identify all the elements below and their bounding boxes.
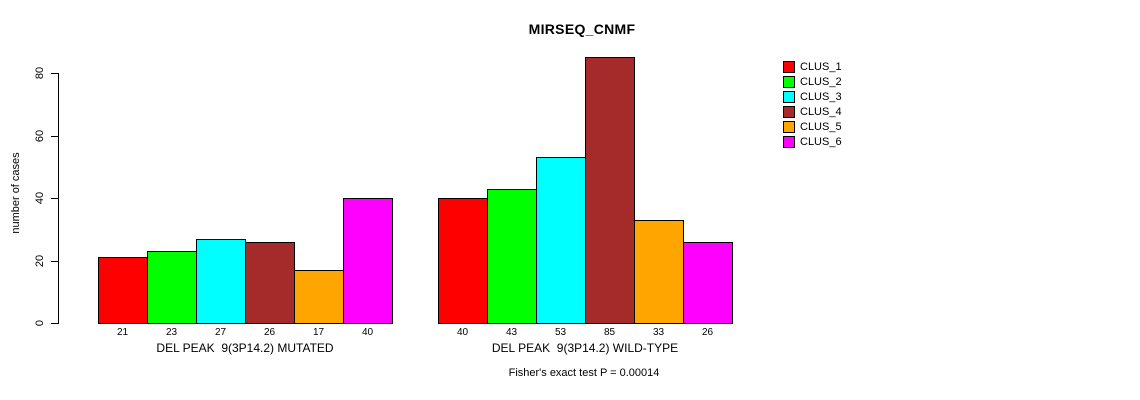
y-axis-tick xyxy=(51,323,58,324)
legend-item-clus_2: CLUS_2 xyxy=(783,75,842,89)
legend-swatch-icon xyxy=(783,121,795,133)
legend-item-clus_6: CLUS_6 xyxy=(783,135,842,149)
legend-label: CLUS_1 xyxy=(800,61,842,73)
legend-item-clus_1: CLUS_1 xyxy=(783,60,842,74)
bar-value-label: 43 xyxy=(505,327,518,338)
legend-label: CLUS_6 xyxy=(800,136,842,148)
bar-clus_1-mutated xyxy=(98,257,148,324)
legend-swatch-icon xyxy=(783,91,795,103)
y-axis-tick xyxy=(51,198,58,199)
bar-value-label: 26 xyxy=(701,327,714,338)
legend-swatch-icon xyxy=(783,61,795,73)
bar-clus_5-mutated xyxy=(294,270,344,324)
legend-swatch-icon xyxy=(783,106,795,118)
legend-item-clus_4: CLUS_4 xyxy=(783,105,842,119)
bar-value-label: 21 xyxy=(116,327,129,338)
bar-value-label: 40 xyxy=(456,327,469,338)
fisher-test-annotation: Fisher's exact test P = 0.00014 xyxy=(508,367,660,379)
bar-clus_3-wild-type xyxy=(536,157,586,324)
bar-clus_2-wild-type xyxy=(487,189,537,324)
y-axis-tick-label: 20 xyxy=(34,254,46,268)
bar-clus_4-wild-type xyxy=(585,57,635,324)
bar-value-label: 33 xyxy=(652,327,665,338)
bar-value-label: 27 xyxy=(214,327,227,338)
y-axis-tick xyxy=(51,136,58,137)
bar-clus_2-mutated xyxy=(147,251,197,324)
bar-clus_1-wild-type xyxy=(438,198,488,324)
y-axis-tick-label: 40 xyxy=(34,191,46,205)
y-axis-tick-label: 80 xyxy=(34,66,46,80)
y-axis-line xyxy=(58,73,59,324)
y-axis-label: number of cases xyxy=(10,152,22,234)
bar-value-label: 85 xyxy=(603,327,616,338)
bar-value-label: 40 xyxy=(361,327,374,338)
legend-label: CLUS_5 xyxy=(800,121,842,133)
legend-swatch-icon xyxy=(783,76,795,88)
bar-clus_5-wild-type xyxy=(634,220,684,324)
legend-label: CLUS_2 xyxy=(800,76,842,88)
y-axis-tick xyxy=(51,261,58,262)
y-axis-tick xyxy=(51,73,58,74)
legend-item-clus_3: CLUS_3 xyxy=(783,90,842,104)
bar-clus_6-mutated xyxy=(343,198,393,324)
bar-clus_6-wild-type xyxy=(683,242,733,324)
bar-clus_4-mutated xyxy=(245,242,295,324)
legend: CLUS_1 CLUS_2 CLUS_3 CLUS_4 CLUS_5 CLUS_6 xyxy=(783,60,842,150)
bar-value-label: 53 xyxy=(554,327,567,338)
legend-label: CLUS_4 xyxy=(800,106,842,118)
x-group-label-mutated: DEL PEAK 9(3P14.2) MUTATED xyxy=(156,341,334,355)
y-axis-tick-label: 60 xyxy=(34,129,46,143)
chart-title: MIRSEQ_CNMF xyxy=(528,21,636,37)
legend-swatch-icon xyxy=(783,136,795,148)
bar-value-label: 26 xyxy=(263,327,276,338)
bar-value-label: 23 xyxy=(165,327,178,338)
bar-value-label: 17 xyxy=(312,327,325,338)
x-group-label-wild-type: DEL PEAK 9(3P14.2) WILD-TYPE xyxy=(491,341,679,355)
legend-item-clus_5: CLUS_5 xyxy=(783,120,842,134)
y-axis-tick-label: 0 xyxy=(34,319,46,327)
bar-clus_3-mutated xyxy=(196,239,246,324)
legend-label: CLUS_3 xyxy=(800,91,842,103)
